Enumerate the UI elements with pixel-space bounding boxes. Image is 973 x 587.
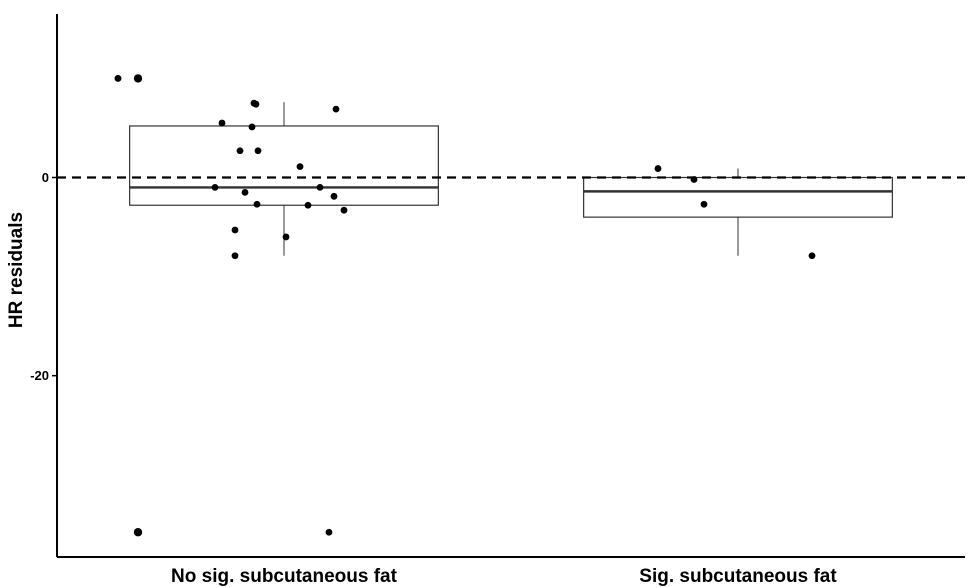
data-point bbox=[700, 200, 708, 208]
data-point bbox=[325, 528, 333, 536]
data-point bbox=[340, 206, 348, 214]
y-axis-title: HR residuals bbox=[6, 212, 27, 328]
data-point bbox=[218, 119, 226, 127]
y-tick-label: 0 bbox=[42, 170, 49, 185]
data-point bbox=[332, 105, 340, 113]
box-iqr bbox=[129, 125, 439, 206]
data-point bbox=[114, 75, 122, 82]
data-point bbox=[690, 176, 698, 183]
data-point bbox=[241, 188, 249, 196]
data-point bbox=[808, 252, 816, 260]
data-point bbox=[231, 226, 239, 234]
data-point bbox=[654, 165, 662, 172]
y-tick-label: -20 bbox=[30, 368, 49, 383]
x-category-label: Sig. subcutaneous fat bbox=[639, 566, 837, 587]
x-axis-categories: No sig. subcutaneous fat Sig. subcutaneou… bbox=[171, 566, 837, 587]
data-point bbox=[282, 233, 290, 241]
data-point bbox=[254, 147, 262, 155]
box-iqr bbox=[583, 176, 893, 218]
outlier-point bbox=[133, 528, 143, 537]
data-point bbox=[330, 192, 338, 200]
data-point bbox=[231, 252, 239, 260]
data-point bbox=[304, 201, 312, 209]
data-point bbox=[248, 123, 256, 131]
data-point bbox=[236, 147, 244, 155]
outlier-point bbox=[133, 74, 143, 83]
data-point bbox=[211, 184, 219, 191]
data-point bbox=[316, 184, 324, 191]
data-point bbox=[296, 163, 304, 170]
plot-area bbox=[57, 74, 965, 537]
y-axis-ticks: 0 -20 bbox=[30, 170, 57, 383]
data-point bbox=[252, 100, 260, 108]
data-point bbox=[253, 200, 261, 208]
x-category-label: No sig. subcutaneous fat bbox=[171, 566, 398, 587]
